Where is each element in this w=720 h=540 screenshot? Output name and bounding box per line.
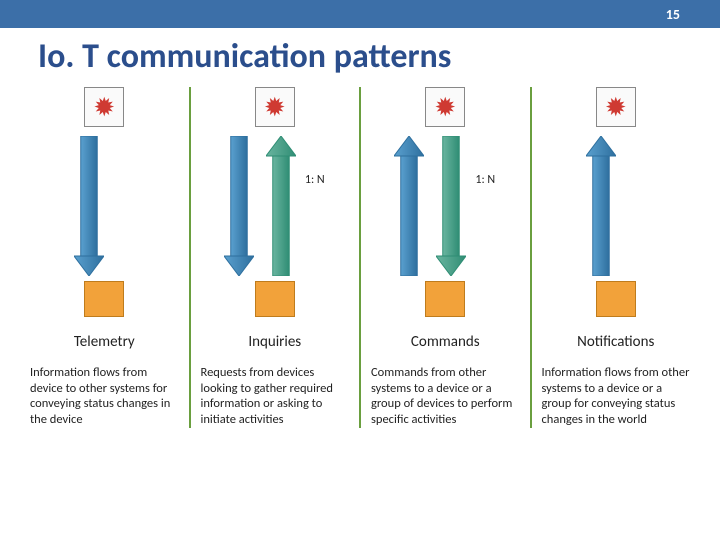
column-notifications: ✹ Notifications Information flows from oth… — [530, 87, 701, 428]
endpoint-box — [84, 281, 124, 317]
page-number: 15 — [666, 6, 680, 23]
ratio-label: 1: N — [305, 173, 325, 187]
pattern-desc: Information flows from other systems to … — [538, 365, 695, 428]
endpoint-box — [596, 281, 636, 317]
arrow-zone — [26, 131, 183, 281]
header-bar: 15 — [0, 0, 720, 28]
pattern-desc: Requests from devices looking to gather … — [197, 365, 354, 428]
arrow-zone — [538, 131, 695, 281]
device-icon: ✹ — [596, 87, 636, 127]
arrow-up — [394, 136, 424, 276]
pattern-name: Notifications — [577, 333, 654, 351]
pattern-desc: Commands from other systems to a device … — [367, 365, 524, 428]
arrow-up — [266, 136, 296, 276]
column-commands: ✹ 1: N Commands Commands from other systems… — [359, 87, 530, 428]
arrow-zone: 1: N — [197, 131, 354, 281]
endpoint-box — [425, 281, 465, 317]
pattern-desc: Information flows from device to other s… — [26, 365, 183, 428]
arrow-down — [74, 136, 104, 276]
device-icon: ✹ — [255, 87, 295, 127]
slide-title: Io. T communication patterns — [0, 28, 720, 87]
pattern-name: Telemetry — [74, 333, 135, 351]
device-icon: ✹ — [425, 87, 465, 127]
ratio-label: 1: N — [475, 173, 495, 187]
arrow-up — [586, 136, 616, 276]
column-inquiries: ✹ 1: N Inquiries Requests from devices look… — [189, 87, 360, 428]
arrow-zone: 1: N — [367, 131, 524, 281]
endpoint-box — [255, 281, 295, 317]
pattern-name: Inquiries — [248, 333, 301, 351]
column-telemetry: ✹ Telemetry Information flows from device … — [20, 87, 189, 428]
pattern-name: Commands — [411, 333, 480, 351]
device-icon: ✹ — [84, 87, 124, 127]
columns-container: ✹ Telemetry Information flows from device … — [0, 87, 720, 428]
arrow-down — [224, 136, 254, 276]
arrow-down — [436, 136, 466, 276]
